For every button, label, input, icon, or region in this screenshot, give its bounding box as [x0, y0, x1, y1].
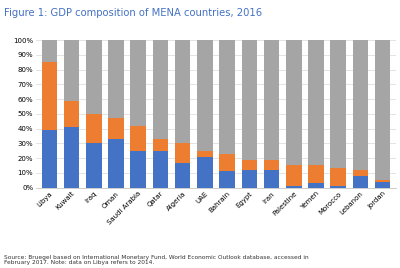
- Bar: [130, 126, 146, 151]
- Bar: [153, 139, 168, 151]
- Bar: [264, 160, 279, 170]
- Bar: [42, 40, 57, 62]
- Bar: [153, 151, 168, 188]
- Bar: [353, 40, 368, 170]
- Bar: [64, 100, 79, 127]
- Bar: [242, 170, 257, 188]
- Bar: [330, 169, 346, 186]
- Text: Source: Bruegel based on International Monetary Fund, World Economic Outlook dat: Source: Bruegel based on International M…: [4, 255, 309, 265]
- Bar: [175, 162, 190, 188]
- Bar: [286, 165, 302, 186]
- Bar: [375, 40, 390, 180]
- Bar: [42, 130, 57, 188]
- Bar: [108, 139, 124, 188]
- Bar: [219, 154, 235, 172]
- Bar: [64, 40, 79, 100]
- Bar: [308, 183, 324, 188]
- Bar: [108, 118, 124, 139]
- Bar: [197, 151, 213, 157]
- Bar: [153, 40, 168, 139]
- Bar: [108, 40, 124, 118]
- Bar: [308, 166, 324, 183]
- Bar: [264, 170, 279, 188]
- Bar: [197, 157, 213, 188]
- Bar: [175, 143, 190, 162]
- Bar: [197, 40, 213, 151]
- Bar: [264, 40, 279, 159]
- Bar: [330, 186, 346, 188]
- Bar: [130, 40, 146, 126]
- Bar: [219, 40, 235, 154]
- Bar: [42, 62, 57, 130]
- Bar: [286, 40, 302, 166]
- Bar: [286, 186, 302, 188]
- Bar: [330, 40, 346, 169]
- Bar: [353, 170, 368, 176]
- Bar: [86, 114, 102, 143]
- Bar: [64, 127, 79, 188]
- Bar: [308, 40, 324, 166]
- Bar: [130, 151, 146, 188]
- Bar: [242, 40, 257, 159]
- Bar: [242, 160, 257, 170]
- Bar: [86, 40, 102, 114]
- Bar: [175, 40, 190, 143]
- Bar: [375, 180, 390, 182]
- Bar: [219, 172, 235, 188]
- Bar: [86, 143, 102, 188]
- Bar: [375, 182, 390, 188]
- Bar: [353, 176, 368, 188]
- Text: Figure 1: GDP composition of MENA countries, 2016: Figure 1: GDP composition of MENA countr…: [4, 8, 262, 18]
